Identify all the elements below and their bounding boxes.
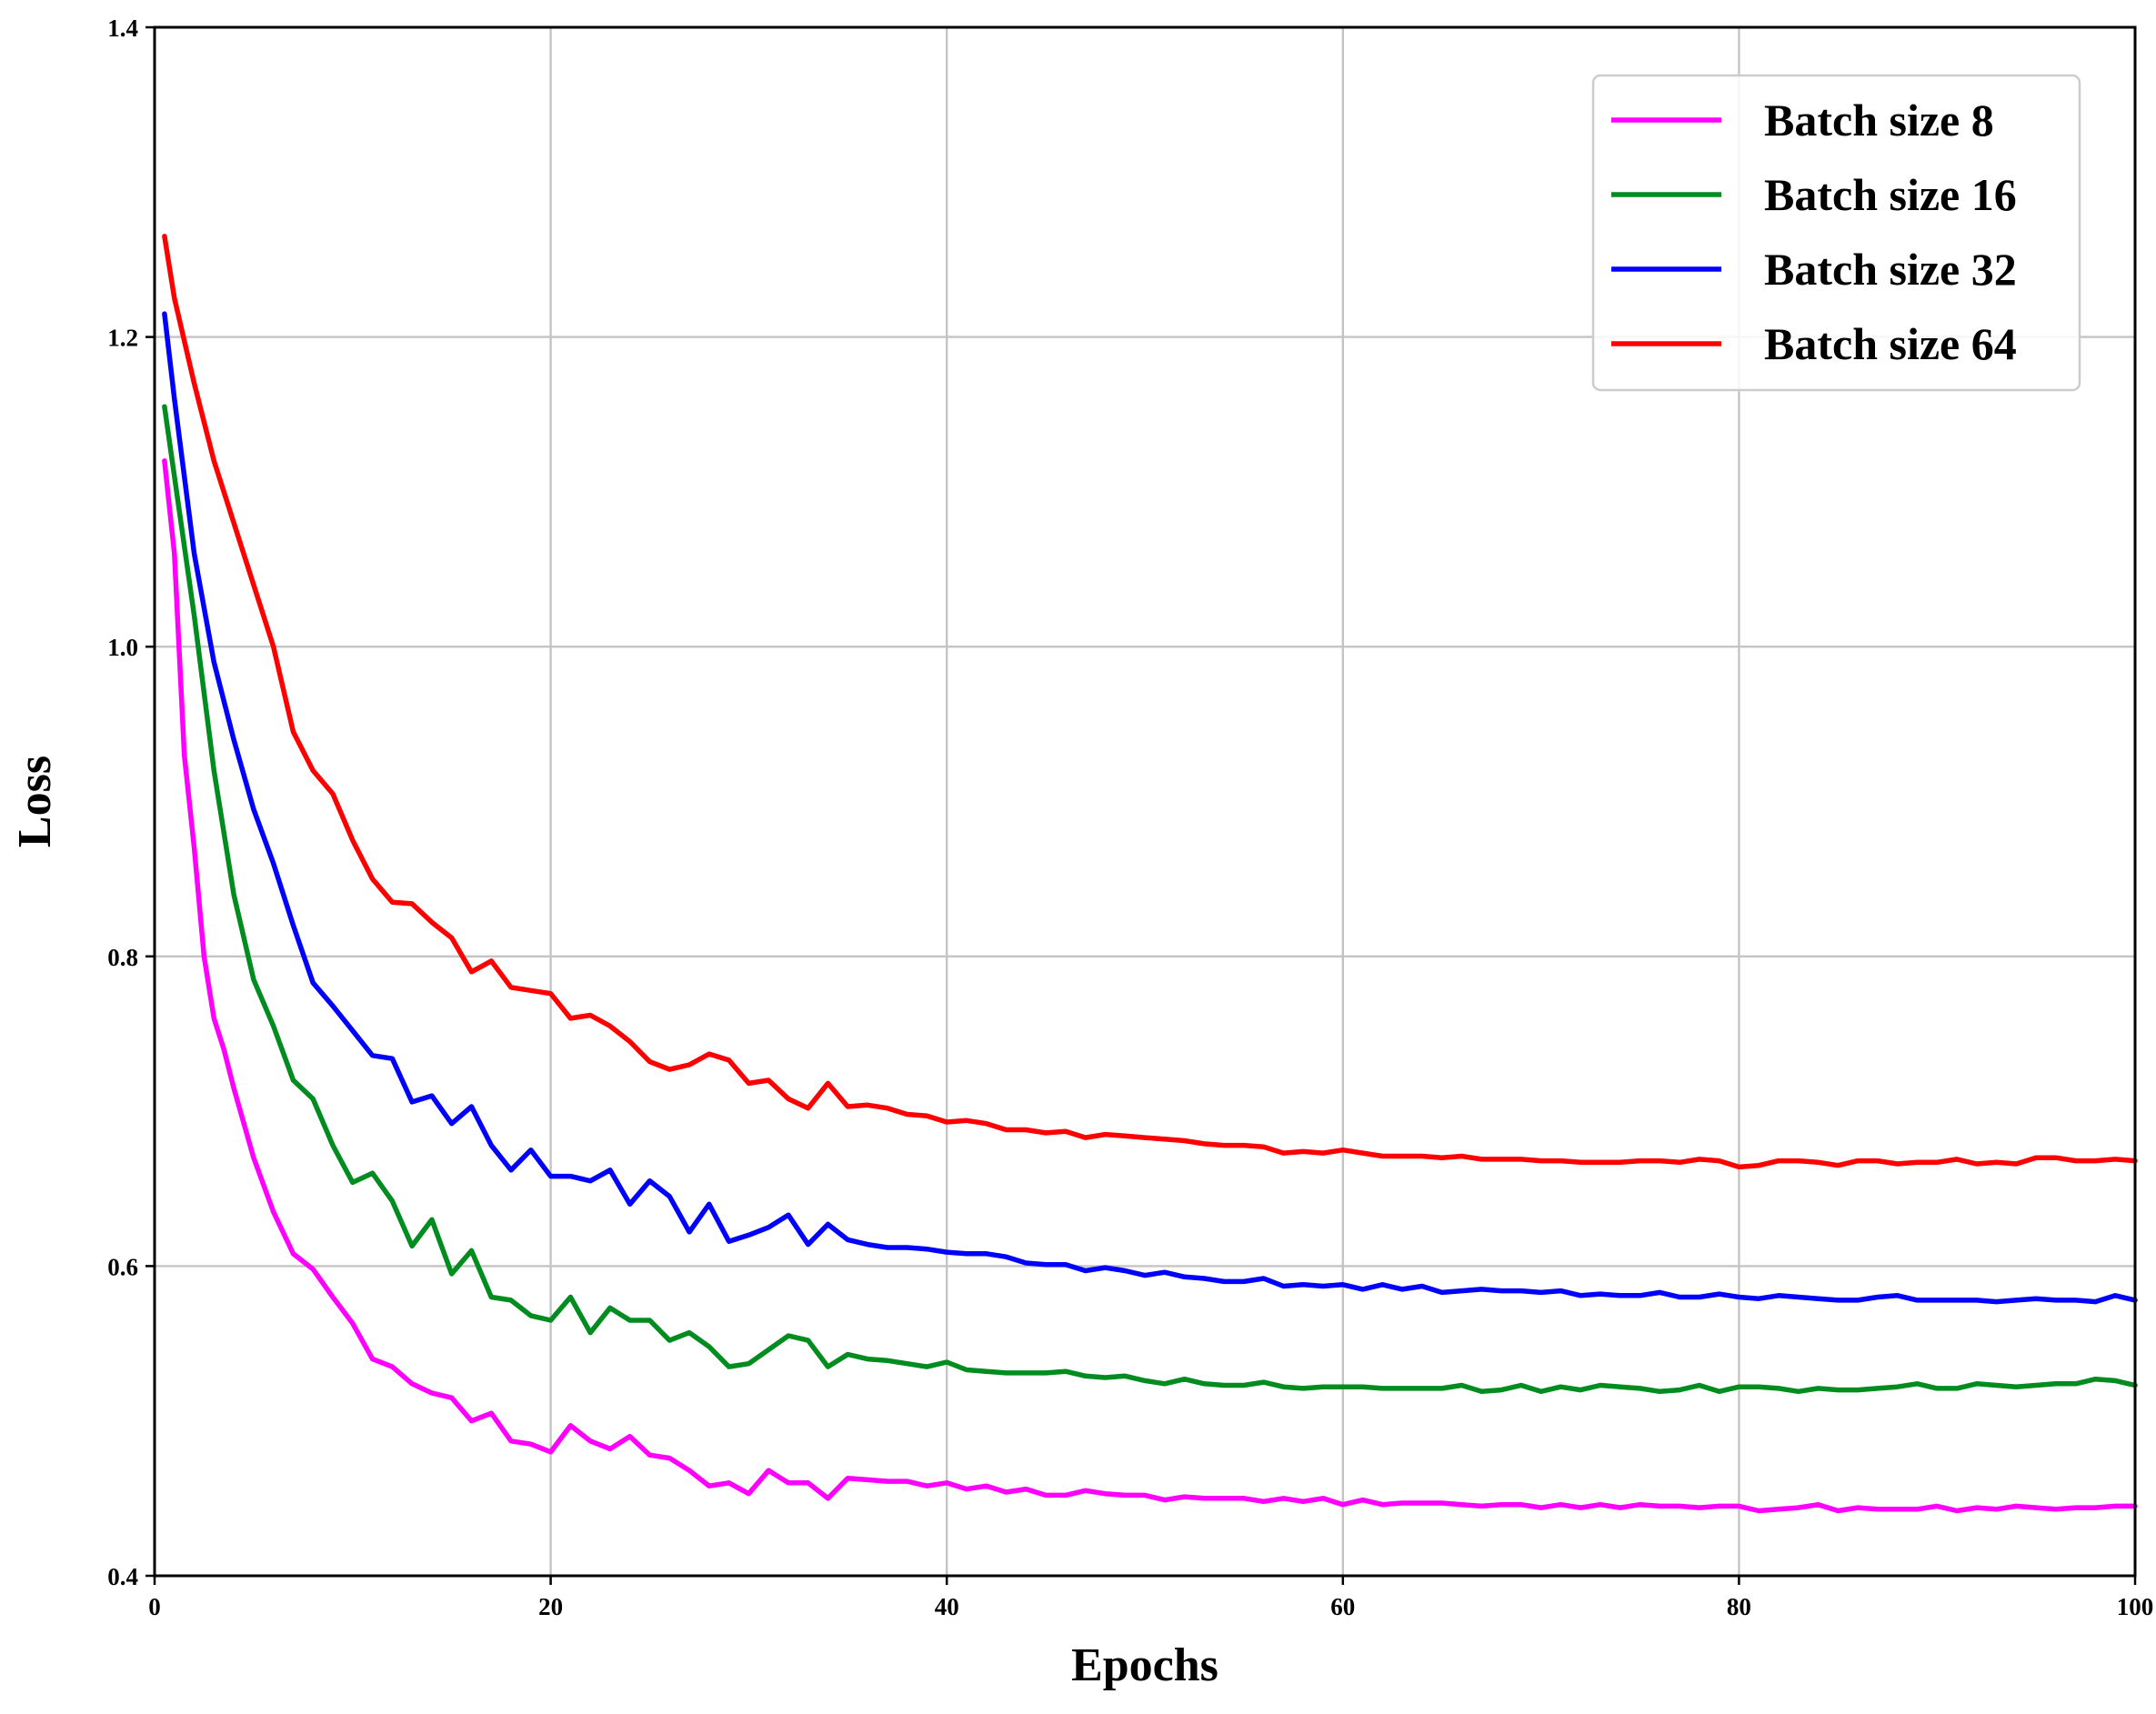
- y-tick-labels: 0.4 0.6 0.8 1.0 1.2 1.4: [107, 15, 138, 1590]
- legend: Batch size 8 Batch size 16 Batch size 32 Ba…: [1591, 74, 2081, 392]
- y-axis-title: Loss: [9, 756, 61, 847]
- y-tick-label: 0.8: [107, 944, 138, 971]
- series-line-2: [162, 404, 2138, 1395]
- x-tick-label: 100: [2117, 1593, 2154, 1620]
- x-tick-label: 20: [538, 1593, 563, 1620]
- y-tick-label: 1.4: [107, 15, 138, 42]
- legend-label: Batch size 64: [1764, 318, 2017, 369]
- x-tick-label: 80: [1727, 1593, 1751, 1620]
- x-tick-label: 60: [1330, 1593, 1355, 1620]
- x-tick-label: 0: [148, 1593, 161, 1620]
- legend-label: Batch size 16: [1764, 169, 2017, 220]
- legend-label: Batch size 32: [1764, 244, 2017, 295]
- tick-marks: [145, 25, 2137, 1585]
- legend-label: Batch size 8: [1764, 95, 1994, 145]
- y-tick-label: 1.0: [107, 634, 138, 661]
- series-line-3: [162, 311, 2138, 1305]
- series-line-4: [162, 234, 2138, 1170]
- x-tick-labels: 0 20 40 60 80 100: [148, 1593, 2153, 1620]
- series-line-1: [162, 458, 2138, 1514]
- x-axis-title: Epochs: [1071, 1639, 1218, 1691]
- y-tick-label: 0.4: [107, 1563, 138, 1590]
- y-tick-label: 0.6: [107, 1253, 138, 1280]
- plot-frame: [153, 25, 2137, 1578]
- x-tick-label: 40: [935, 1593, 959, 1620]
- legend-entries: Batch size 8 Batch size 16 Batch size 32 Ba…: [1611, 95, 2017, 369]
- legend-box: [1591, 74, 2081, 392]
- y-tick-label: 1.2: [107, 325, 138, 352]
- series-lines: [162, 234, 2138, 1514]
